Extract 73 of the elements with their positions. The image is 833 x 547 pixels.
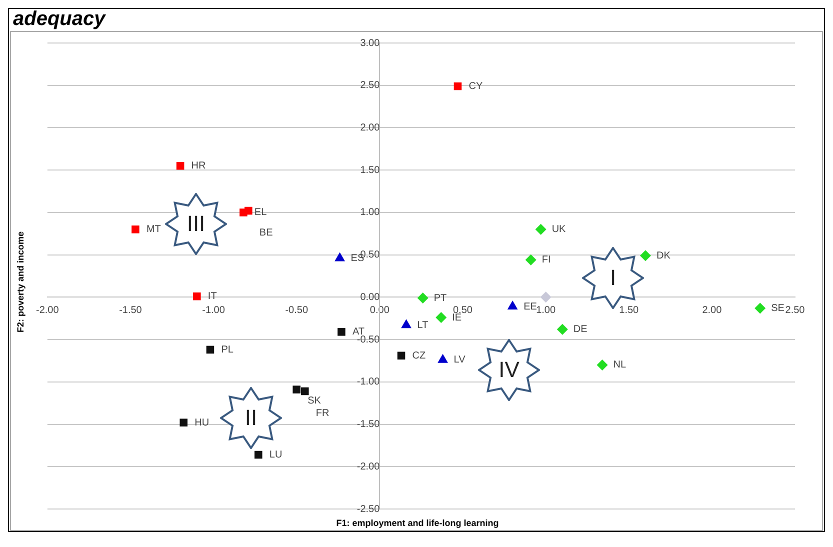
point (334, 252, 345, 262)
data-label: HU (194, 417, 210, 428)
point (176, 162, 184, 170)
x-tick-label: -1.50 (119, 304, 142, 316)
point (438, 354, 448, 363)
point (454, 82, 462, 90)
star-icon: II (220, 387, 282, 449)
point (417, 292, 428, 304)
x-tick-label: 2.50 (785, 304, 806, 316)
x-axis-title: F1: employment and life-long learning (335, 518, 500, 528)
data-label: IT (208, 291, 217, 302)
data-label: EE (524, 301, 538, 312)
x-tick-label: -1.00 (202, 304, 226, 316)
point (180, 418, 188, 426)
y-tick-label: 3.00 (360, 38, 380, 49)
x-tick-label: -2.00 (36, 304, 60, 316)
star-icon: III (165, 193, 227, 255)
data-label: UK (552, 224, 566, 236)
point (338, 328, 346, 336)
y-tick-label: 1.50 (360, 164, 380, 176)
point (244, 206, 252, 215)
data-label: HR (191, 160, 206, 172)
point (254, 450, 262, 459)
point (292, 386, 300, 394)
point (640, 250, 651, 262)
data-label: FR (316, 408, 330, 419)
x-tick-label: -0.50 (285, 304, 308, 316)
point (754, 302, 766, 314)
point (397, 352, 406, 360)
point (132, 226, 140, 234)
data-label: CY (468, 80, 483, 92)
y-tick-label: -1.50 (356, 419, 380, 430)
data-label: PT (434, 292, 447, 304)
point (525, 254, 536, 266)
chart-title: adequacy (12, 8, 107, 31)
y-axis-title: F2: poverty and income (16, 231, 26, 333)
data-label: DE (573, 324, 588, 336)
point (301, 387, 309, 396)
y-tick-label: 0.00 (360, 292, 380, 303)
data-label: SE (771, 302, 785, 314)
y-tick-label: 2.00 (360, 122, 380, 134)
data-label: CZ (412, 350, 426, 362)
data-label: LU (269, 450, 282, 461)
data-label: SK (308, 395, 322, 406)
point (540, 292, 552, 303)
y-tick-label: 2.50 (360, 80, 380, 92)
x-tick-label: 2.00 (702, 304, 722, 316)
y-tick-label: -2.50 (356, 504, 380, 515)
data-label: LT (417, 320, 428, 331)
data-label: BE (259, 228, 274, 239)
point (206, 346, 214, 354)
star-icon: IV (478, 339, 540, 401)
x-tick-label: 1.00 (536, 304, 556, 316)
point (436, 312, 447, 324)
annotation: I (610, 265, 616, 290)
data-label: PL (221, 344, 234, 356)
data-label: EL (254, 207, 268, 218)
data-label: NL (613, 360, 627, 371)
data-label: FI (542, 254, 551, 266)
y-tick-label: 1.00 (360, 207, 380, 218)
point (556, 324, 568, 335)
y-tick-label: -1.00 (356, 376, 380, 388)
y-tick-label: -2.00 (356, 461, 380, 472)
data-label: MT (146, 224, 161, 236)
point (401, 319, 412, 328)
point (596, 359, 608, 370)
data-label: DK (656, 250, 671, 262)
data-label: LV (454, 354, 466, 366)
point (507, 300, 518, 310)
point (193, 292, 201, 300)
point (535, 224, 546, 235)
data-label: IE (452, 312, 462, 324)
y-tick-label: -0.50 (356, 334, 380, 346)
